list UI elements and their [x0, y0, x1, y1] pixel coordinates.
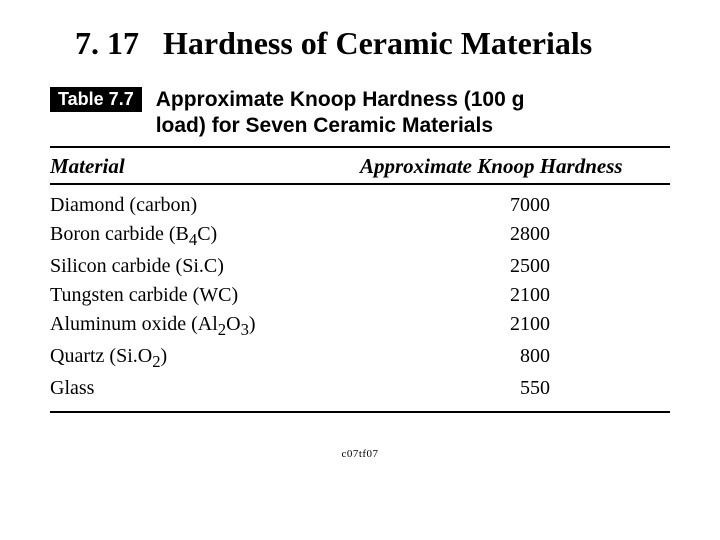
- table-row: Boron carbide (B4C) 2800: [50, 220, 670, 252]
- section-title-text: Hardness of Ceramic Materials: [163, 25, 592, 61]
- value-cell: 800: [390, 342, 560, 374]
- table-row: Diamond (carbon) 7000: [50, 191, 670, 220]
- value-cell: 2800: [390, 220, 560, 252]
- material-name: Diamond (carbon): [50, 194, 197, 216]
- column-headers: Material Approximate Knoop Hardness: [50, 148, 670, 185]
- footer-code: c07tf07: [40, 448, 680, 460]
- section-number: 7. 17: [75, 25, 139, 61]
- value-cell: 2100: [390, 310, 560, 342]
- value-cell: 7000: [390, 191, 560, 220]
- material-cell: Tungsten carbide (WC): [50, 281, 390, 310]
- table-caption-line1: Approximate Knoop Hardness (100 g: [156, 88, 525, 111]
- material-cell: Diamond (carbon): [50, 191, 390, 220]
- table-caption: Approximate Knoop Hardness (100 g load) …: [156, 87, 525, 140]
- material-formula: (Si.C): [176, 255, 224, 277]
- material-name: Quartz: [50, 345, 109, 367]
- material-name: Boron carbide: [50, 223, 169, 245]
- material-name: Glass: [50, 377, 94, 399]
- value-cell: 2500: [390, 252, 560, 281]
- material-cell: Aluminum oxide (Al2O3): [50, 310, 390, 342]
- material-name: Tungsten carbide: [50, 284, 193, 306]
- page: 7. 17 Hardness of Ceramic Materials Tabl…: [0, 0, 720, 540]
- material-formula: (WC): [193, 284, 239, 306]
- table-row: Glass 550: [50, 374, 670, 403]
- value-cell: 2100: [390, 281, 560, 310]
- material-name: Silicon carbide: [50, 255, 176, 277]
- table-header: Table 7.7 Approximate Knoop Hardness (10…: [50, 87, 670, 148]
- table-caption-line2: load) for Seven Ceramic Materials: [156, 114, 493, 137]
- value-cell: 550: [390, 374, 560, 403]
- table-label: Table 7.7: [50, 87, 142, 112]
- table-row: Aluminum oxide (Al2O3) 2100: [50, 310, 670, 342]
- table-row: Quartz (Si.O2) 800: [50, 342, 670, 374]
- material-cell: Quartz (Si.O2): [50, 342, 390, 374]
- col-header-material: Material: [50, 154, 330, 179]
- material-name: Aluminum oxide: [50, 313, 191, 335]
- material-formula: (Al2O3): [191, 313, 255, 335]
- table-body: Diamond (carbon) 7000 Boron carbide (B4C…: [50, 185, 670, 414]
- section-title: 7. 17 Hardness of Ceramic Materials: [75, 25, 680, 62]
- material-cell: Glass: [50, 374, 390, 403]
- material-formula: (Si.O2): [109, 345, 167, 367]
- material-cell: Silicon carbide (Si.C): [50, 252, 390, 281]
- table-row: Tungsten carbide (WC) 2100: [50, 281, 670, 310]
- col-header-value: Approximate Knoop Hardness: [330, 154, 670, 179]
- hardness-table: Table 7.7 Approximate Knoop Hardness (10…: [50, 87, 670, 413]
- material-cell: Boron carbide (B4C): [50, 220, 390, 252]
- table-row: Silicon carbide (Si.C) 2500: [50, 252, 670, 281]
- material-formula: (B4C): [169, 223, 217, 245]
